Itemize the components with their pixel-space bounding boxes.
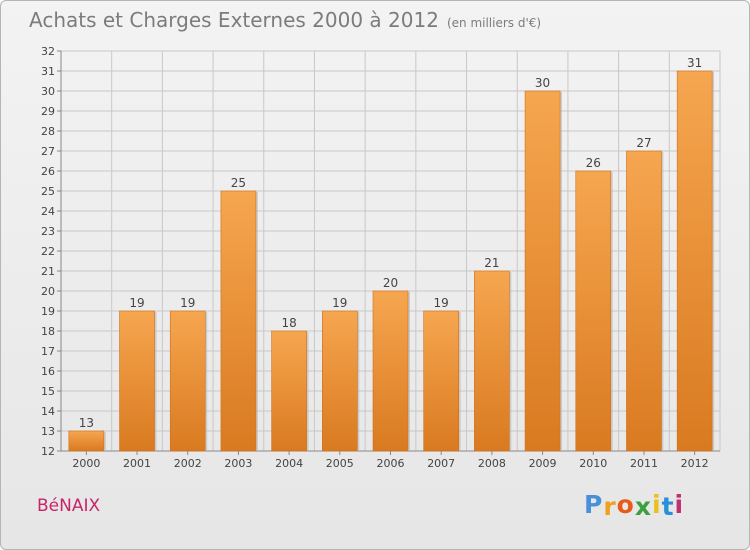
y-tick-label: 13	[41, 425, 55, 438]
data-label-2004: 18	[281, 316, 296, 330]
data-label-2009: 30	[535, 76, 550, 90]
proxiti-logo: Proxiti	[584, 490, 685, 521]
bar-2000	[68, 430, 105, 452]
data-label-2010: 26	[586, 156, 601, 170]
y-tick-label: 22	[41, 245, 55, 258]
data-label-2005: 19	[332, 296, 347, 310]
bar-2010	[575, 170, 612, 452]
data-label-2006: 20	[383, 276, 398, 290]
data-label-2011: 27	[636, 136, 651, 150]
x-tick-label-2009: 2009	[529, 457, 557, 470]
data-label-2001: 19	[129, 296, 144, 310]
commune-name: BéNAIX	[37, 496, 101, 516]
logo-letter: i	[652, 490, 662, 519]
x-tick-label-2012: 2012	[681, 457, 709, 470]
bar-2011	[626, 150, 662, 452]
bar-2007	[423, 310, 459, 452]
x-tick-label-2006: 2006	[377, 457, 405, 470]
data-label-2003: 25	[231, 176, 246, 190]
y-tick-label: 31	[41, 65, 55, 78]
y-tick-label: 17	[41, 345, 55, 358]
logo-letter: t	[661, 492, 675, 521]
logo-letter: P	[584, 490, 604, 519]
labels: 12 13 14 15 16 17 18 19 20 21 22 23 24 25 26 27 28 29 30 31…	[41, 45, 709, 470]
data-label-2008: 21	[484, 256, 499, 270]
chart-subtitle: (en milliers d'€)	[446, 16, 542, 30]
bar-2008	[474, 270, 510, 452]
bar-2005	[322, 310, 358, 452]
x-tick-label-2005: 2005	[326, 457, 354, 470]
bar-2004	[271, 330, 307, 452]
bar-2009	[524, 90, 561, 452]
data-label-2007: 19	[434, 296, 449, 310]
y-tick-label: 27	[41, 145, 55, 158]
y-tick-label: 32	[41, 45, 55, 58]
x-tick-label-2002: 2002	[174, 457, 202, 470]
logo-letter: x	[634, 492, 652, 521]
logo-letter: i	[674, 490, 685, 519]
x-tick-label-2010: 2010	[579, 457, 607, 470]
bar-2002	[169, 310, 206, 452]
data-label-2000: 13	[79, 416, 94, 430]
data-label-2002: 19	[180, 296, 195, 310]
chart-title-text: Achats et Charges Externes 2000 à 2012	[29, 8, 439, 32]
bar-2001	[119, 310, 155, 452]
x-tick-label-2001: 2001	[123, 457, 151, 470]
x-tick-label-2007: 2007	[427, 457, 455, 470]
y-tick-label: 16	[41, 365, 55, 378]
y-tick-label: 24	[41, 205, 55, 218]
y-tick-label: 23	[41, 225, 55, 238]
bars	[68, 70, 715, 452]
y-tick-label: 12	[41, 445, 55, 458]
y-tick-label: 18	[41, 325, 55, 338]
logo-letter: r	[603, 492, 617, 521]
bar-2006	[372, 290, 409, 452]
y-tick-label: 15	[41, 385, 55, 398]
y-tick-label: 14	[41, 405, 55, 418]
y-tick-label: 19	[41, 305, 55, 318]
y-tick-label: 28	[41, 125, 55, 138]
y-tick-label: 20	[41, 285, 55, 298]
x-tick-label-2003: 2003	[224, 457, 252, 470]
x-tick-label-2000: 2000	[72, 457, 100, 470]
y-tick-label: 30	[41, 85, 55, 98]
y-tick-label: 21	[41, 265, 55, 278]
bar-2012	[676, 70, 713, 452]
data-label-2012: 31	[687, 56, 702, 70]
x-tick-label-2008: 2008	[478, 457, 506, 470]
x-tick-label-2004: 2004	[275, 457, 303, 470]
x-tick-label-2011: 2011	[630, 457, 658, 470]
y-tick-label: 26	[41, 165, 55, 178]
y-tick-label: 29	[41, 105, 55, 118]
chart-title: Achats et Charges Externes 2000 à 2012 (e…	[29, 8, 541, 32]
logo-letter: o	[616, 490, 635, 519]
y-tick-label: 25	[41, 185, 55, 198]
bar-2003	[220, 190, 257, 452]
